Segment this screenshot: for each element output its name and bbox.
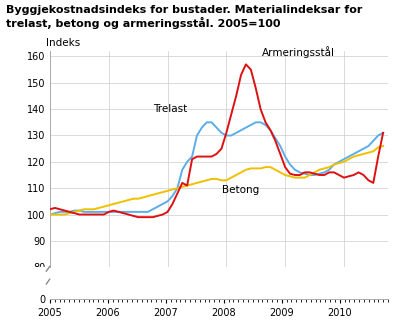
Text: Byggjekostnadsindeks for bustader. Materialindeksar for
trelast, betong og armer: Byggjekostnadsindeks for bustader. Mater… xyxy=(6,5,362,29)
Text: Indeks: Indeks xyxy=(46,38,80,48)
Text: Armeringsstål: Armeringsstål xyxy=(262,46,335,58)
Text: Betong: Betong xyxy=(222,185,259,195)
Text: Trelast: Trelast xyxy=(153,104,187,115)
